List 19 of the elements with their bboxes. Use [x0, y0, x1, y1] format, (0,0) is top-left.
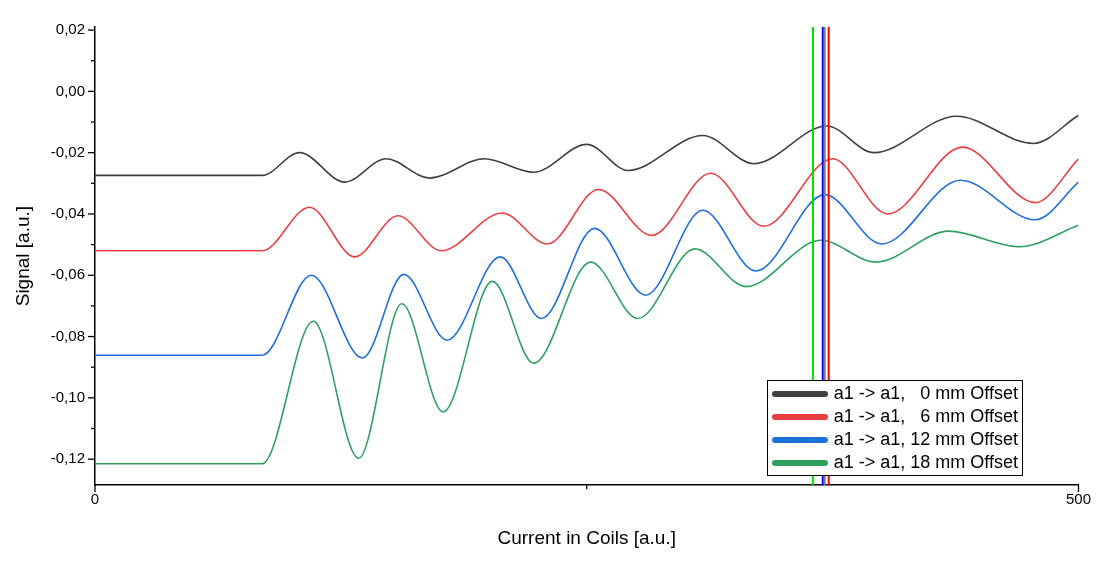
y-tick-label: -0,12 [50, 449, 85, 467]
y-tick-label: -0,08 [50, 326, 85, 344]
legend-label: a1 -> a1, 18 mm Offset [833, 452, 1018, 473]
line-series [94, 179, 1079, 359]
line-series [94, 146, 1079, 258]
legend-label: a1 -> a1, 6 mm Offset [833, 406, 1018, 427]
x-axis-title: Current in Coils [a.u.] [497, 526, 676, 548]
x-tick-label: 0 [90, 490, 100, 508]
legend-label: a1 -> a1, 12 mm Offset [833, 429, 1018, 450]
y-tick-label: 0,00 [55, 81, 85, 99]
y-tick-label: -0,10 [50, 387, 85, 405]
y-tick-label: 0,02 [55, 20, 85, 38]
y-tick-label: -0,02 [50, 142, 85, 160]
legend-label: a1 -> a1, 0 mm Offset [833, 383, 1018, 404]
y-tick-label: -0,06 [50, 265, 85, 283]
line-series [94, 114, 1079, 183]
x-tick-label: 500 [1065, 490, 1091, 508]
y-tick-label: -0,04 [50, 204, 85, 222]
y-axis-title: Signal [a.u.] [11, 205, 33, 307]
